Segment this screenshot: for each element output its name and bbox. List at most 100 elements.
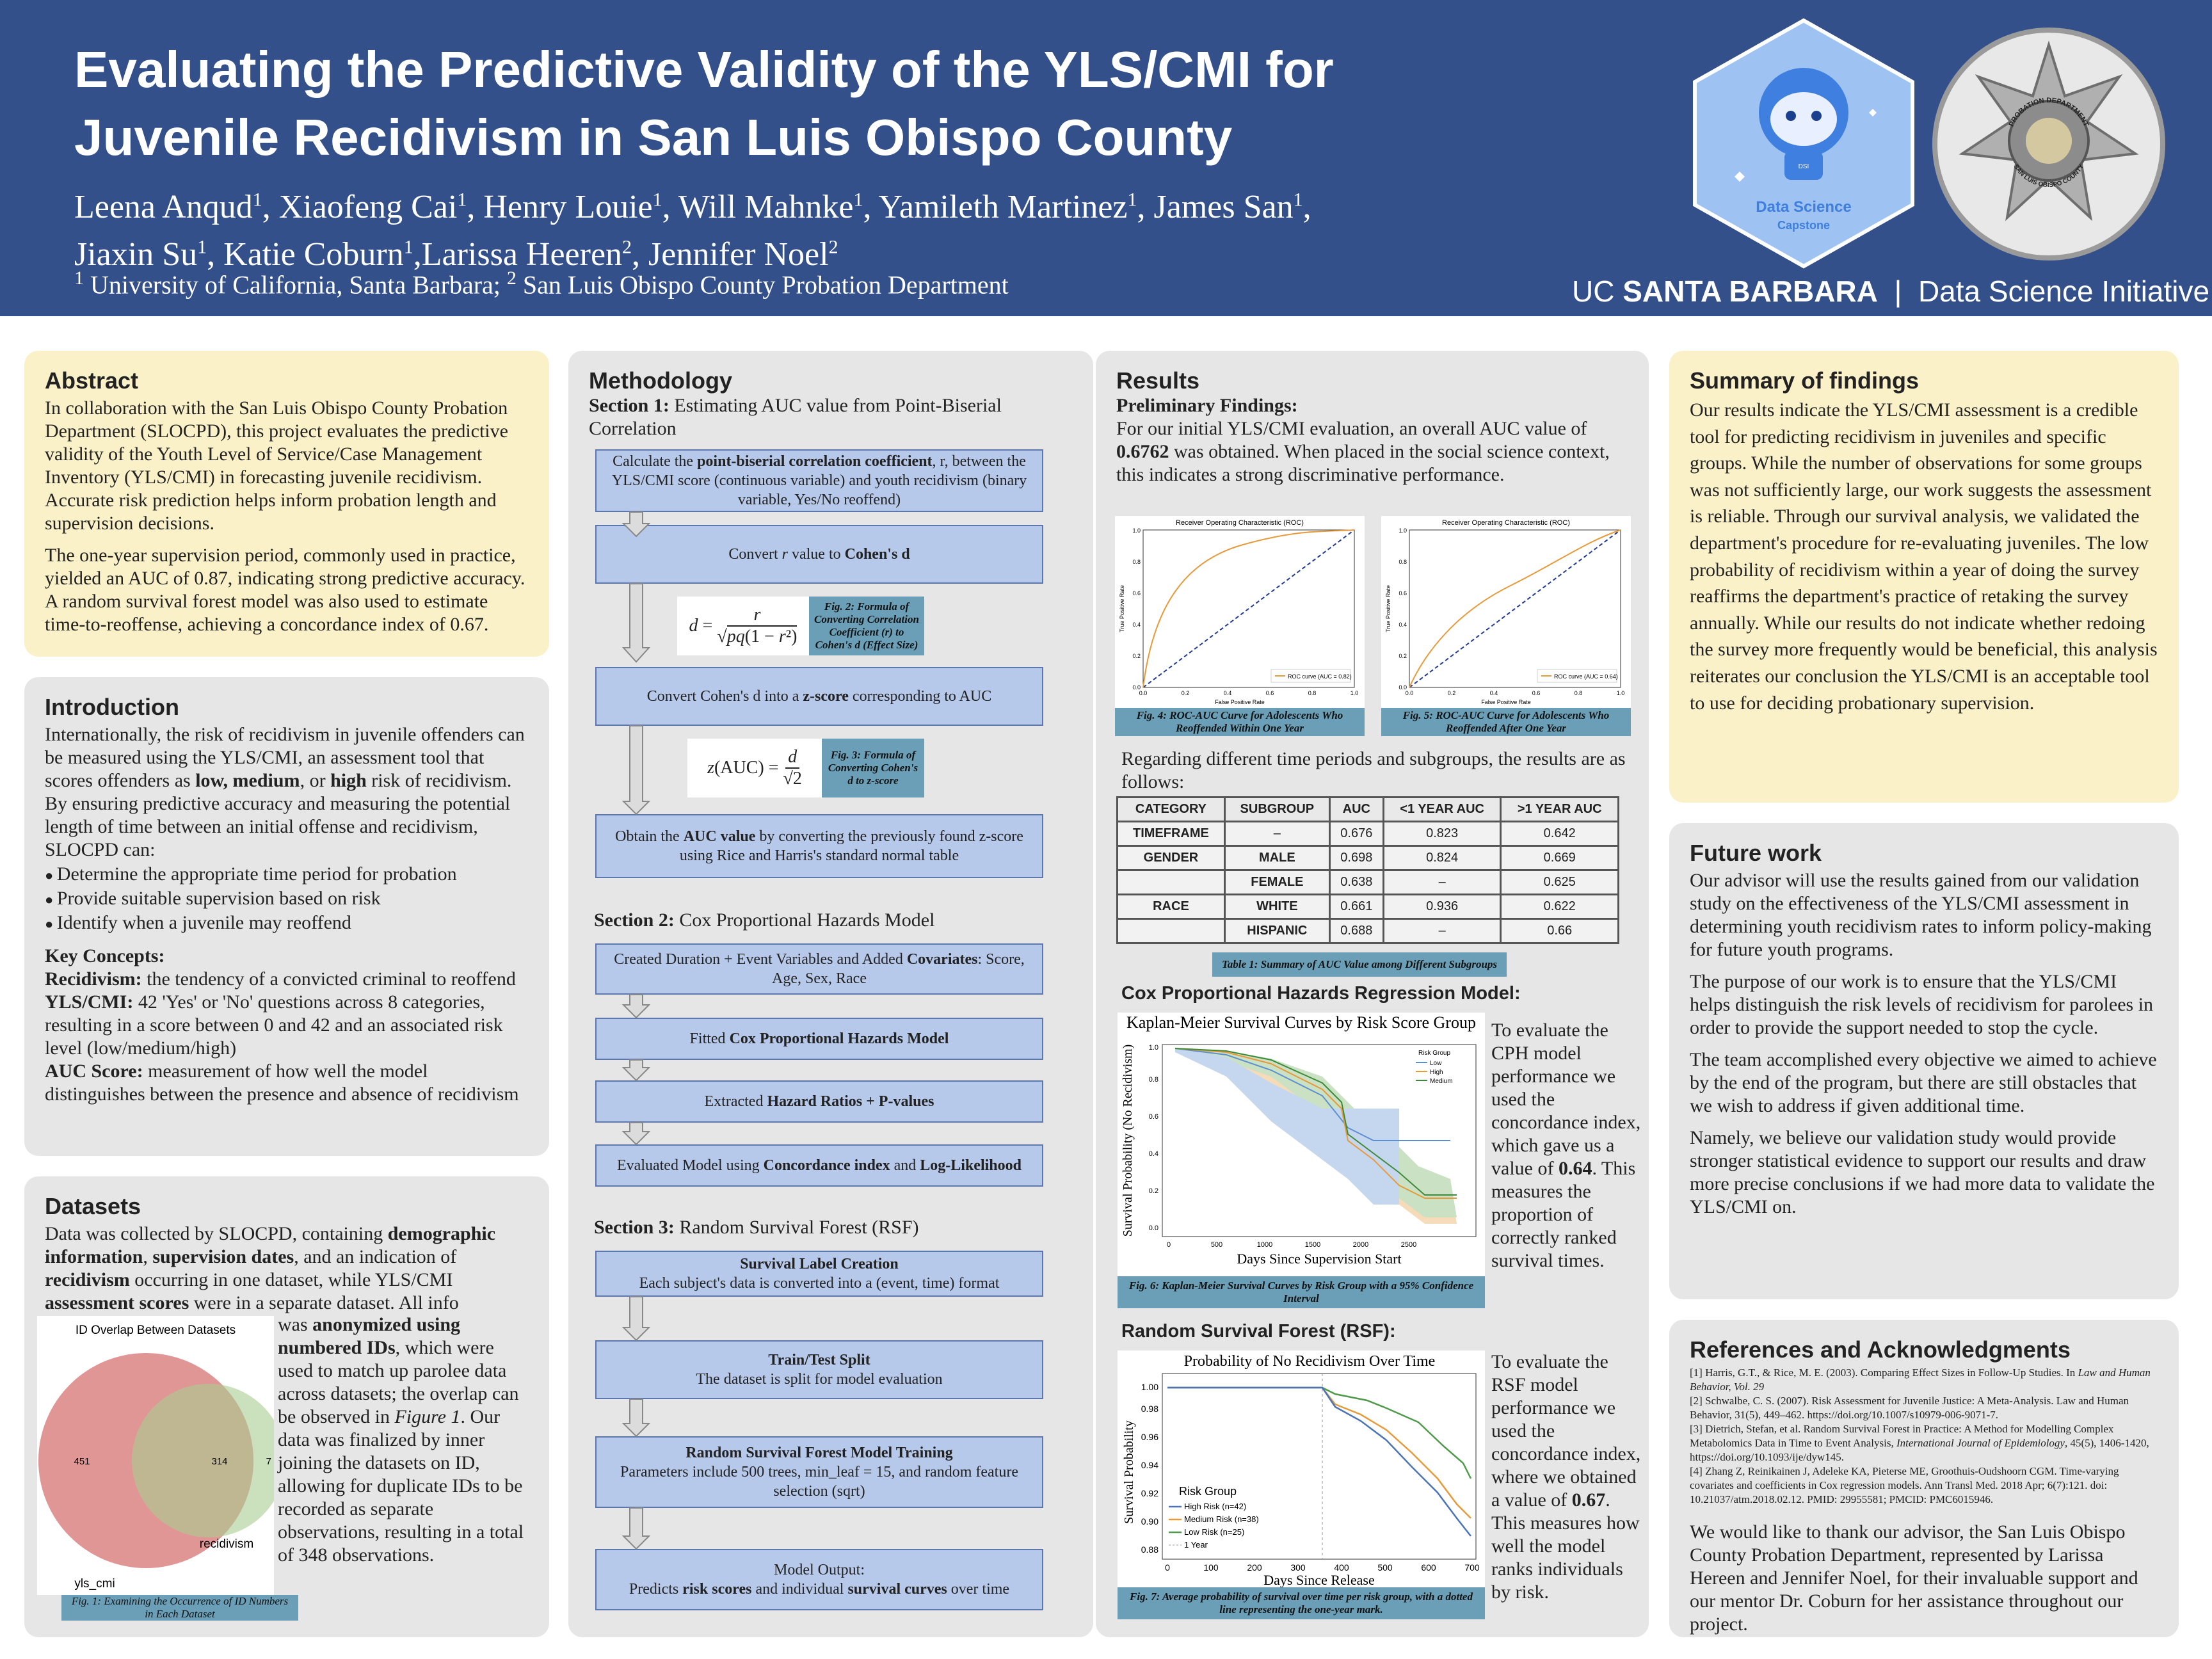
svg-text:300: 300: [1290, 1562, 1306, 1573]
cox-paragraph: To evaluate the CPH model performance we…: [1491, 1020, 1641, 1271]
svg-text:0.98: 0.98: [1141, 1404, 1158, 1414]
header: Evaluating the Predictive Validity of th…: [0, 0, 2212, 316]
svg-text:1.0: 1.0: [1350, 690, 1359, 696]
results-heading: Results: [1116, 367, 1200, 394]
auc-summary-table: CATEGORY SUBGROUP AUC <1 YEAR AUC >1 YEAR AU…: [1116, 796, 1619, 944]
abstract-panel: Abstract In collaboration with the San L…: [24, 351, 549, 657]
cox-heading: Cox Proportional Hazards Regression Mode…: [1121, 983, 1521, 1004]
reference-item: [4] Zhang Z, Reinikainen J, Adeleke KA, …: [1690, 1465, 2119, 1505]
svg-text:Risk Group: Risk Group: [1418, 1050, 1450, 1057]
svg-text:Kaplan-Meier Survival Curves b: Kaplan-Meier Survival Curves by Risk Sco…: [1126, 1013, 1476, 1032]
cohens-d-formula: d = r √pq(1 − r²): [677, 597, 809, 655]
arrow-icon: [621, 1507, 651, 1550]
references-panel: References and Acknowledgments [1] Harri…: [1669, 1320, 2179, 1637]
affiliations: 1 University of California, Santa Barbar…: [74, 268, 1009, 300]
table-row: GENDER MALE 0.698 0.824 0.669: [1116, 845, 1619, 871]
kaplan-meier-chart: Kaplan-Meier Survival Curves by Risk Sco…: [1118, 1013, 1485, 1276]
author: Katie Coburn1,: [223, 236, 422, 273]
rsf-line-medium: [1167, 1386, 1471, 1519]
results-paragraph-2: Regarding different time periods and sub…: [1121, 748, 1626, 792]
future-work-heading: Future work: [1690, 840, 1822, 866]
table-row: HISPANIC 0.688–0.66: [1116, 918, 1619, 944]
section-3-title: Section 3: Random Survival Forest (RSF): [594, 1217, 919, 1238]
reference-item: [3] Dietrich, Stefan, et al. Random Surv…: [1690, 1423, 2149, 1463]
svg-text:0.0: 0.0: [1149, 1224, 1158, 1232]
author: Henry Louie1,: [483, 189, 678, 226]
svg-text:yls_cmi: yls_cmi: [74, 1577, 115, 1591]
svg-text:0.8: 0.8: [1308, 690, 1317, 696]
methodology-heading: Methodology: [589, 367, 732, 394]
arrow-icon: [621, 1296, 651, 1342]
svg-text:1500: 1500: [1305, 1241, 1320, 1249]
rsf-line-low: [1167, 1386, 1472, 1479]
svg-text:0.8: 0.8: [1132, 559, 1141, 565]
svg-text:True Positive Rate: True Positive Rate: [1385, 585, 1391, 632]
svg-text:1.0: 1.0: [1132, 527, 1141, 534]
svg-text:600: 600: [1421, 1562, 1436, 1573]
svg-text:0: 0: [1167, 1241, 1171, 1249]
method-step-4: Obtain the AUC value by converting the p…: [595, 814, 1043, 878]
figure-2-caption: Fig. 2: Formula of Converting Correlatio…: [809, 597, 924, 655]
svg-text:0.2: 0.2: [1132, 653, 1141, 659]
svg-text:0.2: 0.2: [1182, 690, 1190, 696]
figure-3-caption: Fig. 3: Formula of Converting Cohen's d …: [822, 739, 924, 797]
future-paragraph: The team accomplished every objective we…: [1690, 1049, 2157, 1116]
svg-text:0.6: 0.6: [1132, 590, 1141, 597]
svg-text:Days Since Release: Days Since Release: [1263, 1572, 1375, 1587]
svg-text:Receiver Operating Characteris: Receiver Operating Characteristic (ROC): [1442, 519, 1570, 527]
km-line-high: [1174, 1048, 1457, 1199]
svg-text:451: 451: [74, 1456, 90, 1467]
svg-text:1.0: 1.0: [1149, 1044, 1158, 1052]
svg-text:2000: 2000: [1353, 1241, 1368, 1249]
svg-text:Capstone: Capstone: [1777, 219, 1830, 232]
svg-text:0: 0: [1165, 1562, 1170, 1573]
svg-text:0.94: 0.94: [1141, 1460, 1158, 1470]
svg-text:0.2: 0.2: [1399, 653, 1407, 659]
abstract-heading: Abstract: [45, 367, 139, 394]
table-row: TIMEFRAME –0.676 0.823 0.642: [1116, 821, 1619, 847]
svg-text:1.0: 1.0: [1399, 527, 1407, 534]
table-1-caption: Table 1: Summary of AUC Value among Diff…: [1212, 952, 1507, 977]
introduction-bullets: Determine the appropriate time period fo…: [45, 863, 529, 936]
svg-text:Probability of No Recidivism O: Probability of No Recidivism Over Time: [1184, 1353, 1436, 1370]
summary-paragraph: Our results indicate the YLS/CMI assessm…: [1690, 399, 2158, 714]
svg-text:0.6: 0.6: [1532, 690, 1541, 696]
rsf-step-1: Survival Label Creation Each subject's da…: [595, 1251, 1043, 1297]
data-science-capstone-badge: DSI Data Science Capstone: [1693, 18, 1914, 269]
references-heading: References and Acknowledgments: [1690, 1336, 2071, 1363]
svg-text:0.96: 0.96: [1141, 1432, 1158, 1442]
svg-text:High Risk (n=42): High Risk (n=42): [1184, 1502, 1246, 1511]
future-paragraph: Our advisor will use the results gained …: [1690, 870, 2152, 960]
abstract-paragraph: In collaboration with the San Luis Obisp…: [45, 397, 508, 534]
key-concepts: Key Concepts: Recidivism: the tendency o…: [45, 945, 519, 1105]
reference-item: [1] Harris, G.T., & Rice, M. E. (2003). …: [1690, 1366, 2151, 1393]
svg-text:200: 200: [1247, 1562, 1262, 1573]
svg-text:0.0: 0.0: [1132, 684, 1141, 691]
arrow-icon: [621, 994, 651, 1019]
introduction-heading: Introduction: [45, 694, 179, 720]
svg-text:0.0: 0.0: [1139, 690, 1148, 696]
author: Jennifer Noel2: [648, 236, 838, 273]
author: Xiaofeng Cai1,: [278, 189, 484, 226]
venn-diagram: ID Overlap Between Datasets 451 314 7 re…: [37, 1316, 274, 1595]
cox-step-3: Extracted Hazard Ratios + P-values: [595, 1080, 1043, 1123]
svg-text:0.8: 0.8: [1399, 559, 1407, 565]
datasets-paragraph-2: was anonymized using numbered IDs, which…: [278, 1314, 524, 1566]
svg-text:0.2: 0.2: [1149, 1187, 1158, 1195]
table-row: RACE WHITE 0.661 0.936 0.622: [1116, 894, 1619, 920]
svg-text:recidivism: recidivism: [200, 1537, 253, 1551]
introduction-panel: Introduction Internationally, the risk o…: [24, 677, 549, 1156]
svg-text:0.4: 0.4: [1224, 690, 1232, 696]
z-auc-formula: z (AUC) = d √2: [687, 739, 822, 797]
km-line-medium: [1174, 1048, 1457, 1196]
abstract-paragraph: The one-year supervision period, commonl…: [45, 545, 525, 635]
datasets-panel: Datasets Data was collected by SLOCPD, c…: [24, 1176, 549, 1637]
figure-6-caption: Fig. 6: Kaplan-Meier Survival Curves by …: [1118, 1276, 1485, 1308]
cox-step-1: Created Duration + Event Variables and A…: [595, 943, 1043, 995]
results-paragraph: For our initial YLS/CMI evaluation, an o…: [1116, 418, 1610, 485]
arrow-icon: [621, 511, 651, 538]
svg-text:High: High: [1430, 1069, 1443, 1076]
figure-1-caption: Fig. 1: Examining the Occurrence of ID N…: [61, 1595, 298, 1621]
svg-text:Data Science: Data Science: [1756, 198, 1851, 216]
